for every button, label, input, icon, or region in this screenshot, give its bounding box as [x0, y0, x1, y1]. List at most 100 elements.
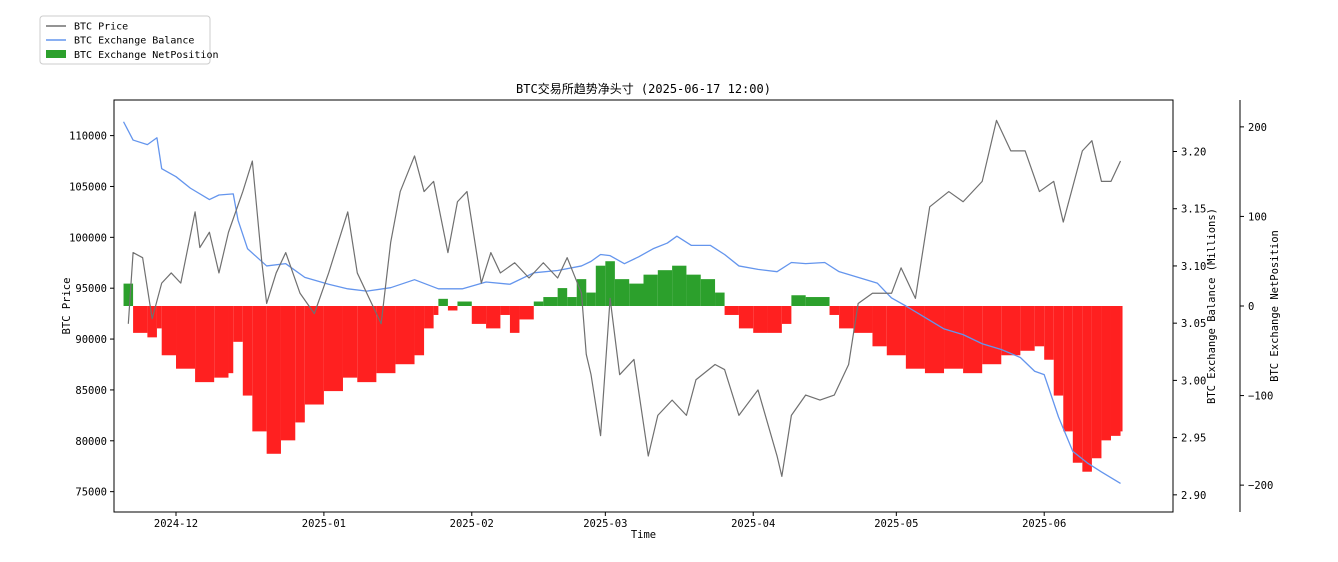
netposition-bar [414, 306, 425, 356]
netposition-bar [557, 288, 568, 306]
netposition-bar [1091, 306, 1102, 459]
netposition-bar [657, 270, 673, 306]
series-lines [122, 119, 1122, 484]
y-left-tick-label: 80000 [75, 436, 107, 448]
netposition-bar [500, 306, 510, 315]
y-left-tick-label: 75000 [75, 487, 107, 499]
y-left-tick-label: 100000 [69, 232, 107, 244]
netposition-bar [457, 301, 472, 306]
netposition-bar [509, 306, 520, 333]
y-right1-tick-label: 3.15 [1181, 204, 1206, 216]
y-right2-tick-label: 0 [1248, 301, 1254, 313]
netposition-bar [147, 306, 157, 338]
netposition-bar [872, 306, 887, 347]
netposition-bar [643, 274, 658, 306]
balance-line [122, 121, 1121, 484]
netposition-bars [123, 261, 1123, 472]
axes: 2024-12 2025-01 2025-02 2025-03 2025-04 2025-… [61, 81, 1281, 541]
x-tick-label: 2025-05 [874, 518, 918, 530]
netposition-bar [519, 306, 534, 320]
netposition-bar [176, 306, 196, 369]
x-tick-label: 2025-06 [1022, 518, 1066, 530]
y-right1-tick-label: 3.05 [1181, 318, 1206, 330]
netposition-bar [295, 306, 305, 423]
netposition-bar [724, 306, 739, 315]
netposition-bar [123, 283, 134, 306]
legend-label-balance: BTC Exchange Balance [74, 36, 194, 47]
legend-swatch-netposition [46, 50, 66, 58]
netposition-bar [753, 306, 768, 333]
netposition-bar [1053, 306, 1064, 396]
netposition-bar [214, 306, 229, 378]
netposition-bar [605, 261, 615, 306]
netposition-bar [700, 279, 716, 306]
plot-frame [113, 99, 1174, 513]
netposition-bar [438, 298, 448, 306]
netposition-bar [195, 306, 215, 383]
netposition-bar [447, 306, 458, 311]
y-right1-tick-label: 3.20 [1181, 147, 1206, 159]
y-right1-tick-label: 2.90 [1181, 490, 1206, 502]
netposition-bar [905, 306, 925, 369]
netposition-bar [1063, 306, 1073, 432]
x-axis-label: Time [631, 529, 656, 541]
netposition-bar [767, 306, 782, 333]
y-right1-tick-label: 2.95 [1181, 433, 1206, 445]
netposition-bar [886, 306, 906, 356]
netposition-bar [1020, 306, 1035, 351]
netposition-bar [1044, 306, 1054, 360]
netposition-bar [595, 265, 606, 306]
netposition-bar [839, 306, 854, 329]
netposition-bar [533, 301, 544, 306]
price-line [127, 119, 1122, 477]
netposition-bar [424, 306, 434, 329]
netposition-bar [715, 292, 725, 306]
legend-box [39, 15, 211, 65]
netposition-bar [1120, 306, 1123, 432]
netposition-bar [252, 306, 267, 432]
y-right2-tick-label: 200 [1248, 122, 1267, 134]
netposition-bar [376, 306, 396, 374]
chart-title: BTC交易所趋势净头寸 (2025-06-17 12:00) [516, 81, 771, 96]
netposition-bar [738, 306, 754, 329]
netposition-bar [433, 306, 439, 315]
netposition-bar [357, 306, 377, 383]
netposition-bar [805, 297, 820, 306]
netposition-bar [567, 297, 577, 306]
netposition-bar [924, 306, 945, 374]
netposition-bar [1072, 306, 1083, 463]
netposition-bar [133, 306, 148, 333]
netposition-bar [781, 306, 792, 324]
netposition-bar [686, 274, 701, 306]
netposition-bar [982, 306, 1002, 365]
x-tick-label: 2025-04 [731, 518, 775, 530]
x-tick-label: 2024-12 [154, 518, 198, 530]
netposition-bar [820, 297, 830, 306]
y-left-tick-label: 85000 [75, 385, 107, 397]
netposition-bar [304, 306, 324, 405]
netposition-bar [156, 306, 162, 329]
y-right2-tick-label: 100 [1248, 211, 1267, 223]
netposition-bar [233, 306, 243, 342]
netposition-bar [829, 306, 840, 315]
legend-label-netposition: BTC Exchange NetPosition [74, 50, 219, 61]
netposition-bar [1110, 306, 1121, 436]
netposition-bar [395, 306, 415, 365]
netposition-bar [629, 283, 644, 306]
netposition-bar [944, 306, 964, 369]
y-left-tick-label: 105000 [69, 181, 107, 193]
legend: BTC Price BTC Exchange Balance BTC Exchang… [39, 15, 219, 65]
y-left-tick-label: 110000 [69, 131, 107, 143]
y-right1-axis-label: BTC Exchange Balance (Millions) [1206, 208, 1218, 404]
y-left-tick-label: 90000 [75, 334, 107, 346]
netposition-bar [228, 306, 234, 374]
netposition-bar [280, 306, 296, 441]
y-right1-tick-label: 3.00 [1181, 375, 1206, 387]
netposition-bar [342, 306, 358, 378]
netposition-bar [614, 279, 630, 306]
y-right2-tick-label: −100 [1248, 391, 1273, 403]
netposition-bar [791, 295, 806, 306]
netposition-bar [161, 306, 177, 356]
